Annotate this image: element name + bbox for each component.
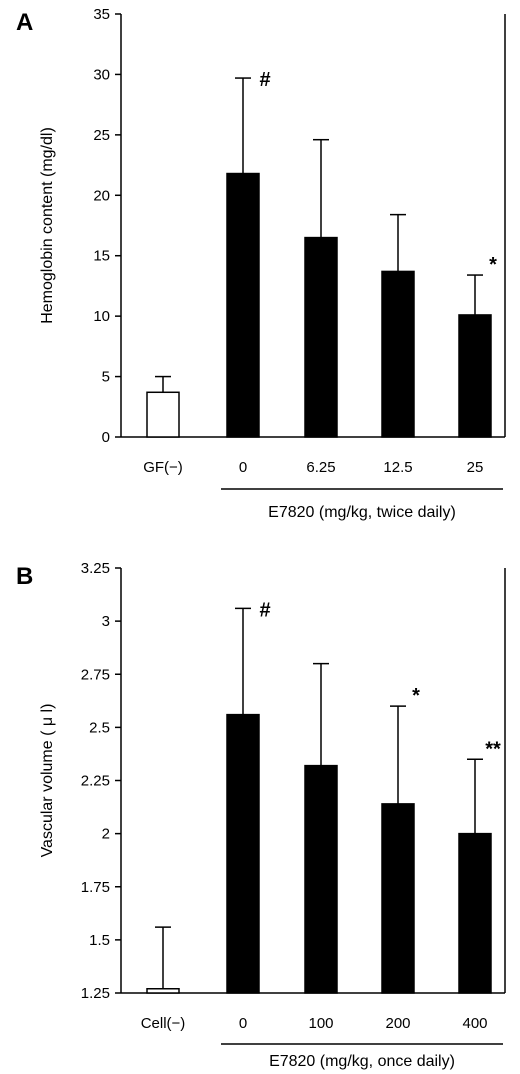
x-axis-title: E7820 (mg/kg, once daily)	[269, 1053, 455, 1070]
y-tick-label: 1.25	[81, 985, 110, 1002]
y-tick-label: 35	[93, 6, 110, 23]
panel-label: B	[16, 563, 33, 590]
x-tick-label: 12.5	[383, 459, 412, 476]
x-tick-label: 0	[239, 1015, 247, 1032]
y-tick-label: 1.75	[81, 879, 110, 896]
y-axis-title: Vascular volume ( μ l)	[39, 704, 56, 858]
y-tick-label: 3	[102, 613, 110, 630]
bar-5	[458, 832, 492, 994]
x-tick-label: 200	[385, 1015, 410, 1032]
bar-3	[304, 764, 338, 994]
y-axis-title: Hemoglobin content (mg/dl)	[39, 127, 56, 324]
x-tick-label: 400	[462, 1015, 487, 1032]
y-tick-label: 2.75	[81, 666, 110, 683]
significance-mark: *	[412, 685, 420, 707]
y-tick-label: 0	[102, 429, 110, 446]
bar-5	[458, 314, 492, 438]
bar-4	[381, 803, 415, 994]
x-tick-label: GF(−)	[143, 459, 183, 476]
y-tick-label: 2.25	[81, 773, 110, 790]
y-tick-label: 2.5	[89, 719, 110, 736]
bar-1	[146, 391, 180, 438]
significance-mark: **	[485, 738, 501, 760]
x-tick-label: 100	[308, 1015, 333, 1032]
y-tick-label: 10	[93, 308, 110, 325]
y-tick-label: 25	[93, 127, 110, 144]
y-tick-label: 3.25	[81, 560, 110, 577]
y-tick-label: 15	[93, 248, 110, 265]
x-tick-label: 25	[467, 459, 484, 476]
x-tick-label: 6.25	[306, 459, 335, 476]
y-tick-label: 30	[93, 66, 110, 83]
bar-4	[381, 270, 415, 438]
significance-mark: #	[259, 69, 270, 91]
y-tick-label: 20	[93, 187, 110, 204]
bar-3	[304, 236, 338, 438]
x-tick-label: 0	[239, 459, 247, 476]
bar-2	[226, 713, 260, 994]
x-axis-title: E7820 (mg/kg, twice daily)	[268, 504, 456, 521]
bar-1	[146, 988, 180, 994]
significance-mark: *	[489, 254, 497, 276]
significance-mark: #	[259, 599, 270, 621]
panel-label: A	[16, 9, 33, 36]
y-tick-label: 2	[102, 826, 110, 843]
x-tick-label: Cell(−)	[141, 1015, 186, 1032]
y-tick-label: 5	[102, 369, 110, 386]
y-tick-label: 1.5	[89, 932, 110, 949]
bar-2	[226, 172, 260, 438]
